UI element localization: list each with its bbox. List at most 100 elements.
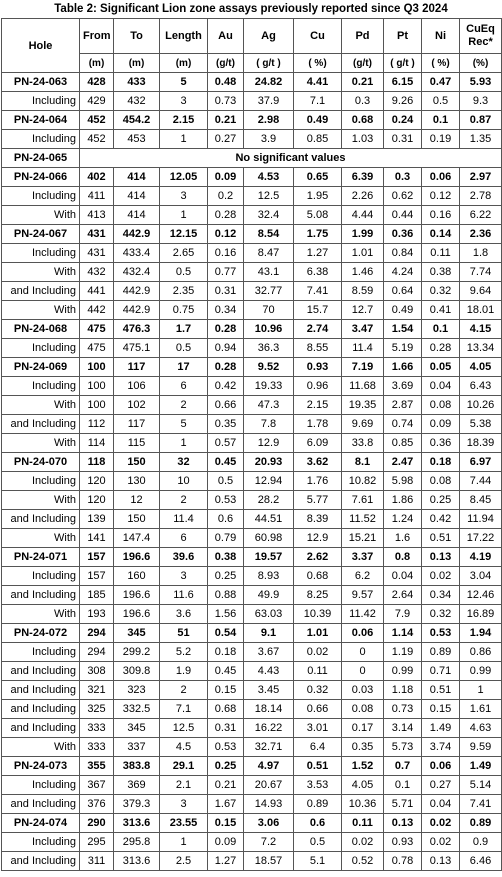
cell: 16.89 (459, 604, 502, 624)
cell: 47.3 (243, 395, 294, 415)
cell: 433.4 (113, 243, 160, 263)
cell: 0.04 (421, 794, 460, 814)
cell: 0.32 (293, 680, 342, 700)
cell: 3.62 (293, 452, 342, 472)
hole-row: PN-24-064 452 454.2 2.15 0.21 2.98 0.49 0.68 0.2… (1, 110, 502, 130)
unit-header: (m) (79, 53, 114, 73)
cell: 9.57 (341, 585, 384, 605)
cell: 4.43 (243, 661, 294, 681)
cell: 4.41 (293, 72, 342, 92)
cell: 3.06 (243, 813, 294, 833)
cell: 193 (79, 604, 114, 624)
cell: 475 (79, 338, 114, 358)
cell: 0.32 (421, 281, 460, 301)
cell: 0.42 (207, 376, 244, 396)
cell: 0.18 (421, 452, 460, 472)
cell: 6 (159, 528, 208, 548)
cell: 1.18 (383, 680, 422, 700)
cell: 453 (113, 129, 160, 149)
cell: 2.5 (159, 851, 208, 871)
cell: 428 (79, 72, 114, 92)
cell: 39.6 (159, 547, 208, 567)
hole-id: PN-24-064 (1, 110, 80, 130)
cell: 1 (459, 680, 502, 700)
cell: 1.9 (159, 661, 208, 681)
cell: 12.9 (293, 528, 342, 548)
cell: 0.96 (293, 376, 342, 396)
interval-label: Including (1, 129, 80, 149)
cell: 402 (79, 167, 114, 187)
cell: 10.96 (243, 319, 294, 339)
column-header: To (113, 18, 160, 54)
cell: 10.36 (341, 794, 384, 814)
cell: 3.37 (341, 547, 384, 567)
cell: 1.24 (383, 509, 422, 529)
cell: 1.03 (341, 129, 384, 149)
cell: 0.08 (421, 395, 460, 415)
interval-label: With (1, 528, 80, 548)
interval-row: Including 294 299.2 5.2 0.18 3.67 0.02 0 1.19 0.8… (1, 642, 502, 662)
cell: 0.21 (207, 110, 244, 130)
cell: 7.1 (293, 91, 342, 111)
cell: 0.5 (421, 91, 460, 111)
cell: 452 (79, 110, 114, 130)
cell: 0.28 (421, 338, 460, 358)
cell: 0.34 (207, 300, 244, 320)
interval-row: With 141 147.4 6 0.79 60.98 12.9 15.21 1.6 0.51 17… (1, 528, 502, 548)
cell: 295.8 (113, 832, 160, 852)
cell: 0.28 (207, 357, 244, 377)
cell: 0.68 (341, 110, 384, 130)
cell: 49.9 (243, 585, 294, 605)
cell: 16.22 (243, 718, 294, 738)
hole-id: PN-24-074 (1, 813, 80, 833)
cell: 8.59 (341, 281, 384, 301)
cell: 0.87 (459, 110, 502, 130)
cell: 6 (159, 376, 208, 396)
cell: 309.8 (113, 661, 160, 681)
cell: 1.19 (383, 642, 422, 662)
cell: 106 (113, 376, 160, 396)
cell: 3 (159, 186, 208, 206)
cell: 0.09 (207, 832, 244, 852)
interval-row: and Including 333 345 12.5 0.31 16.22 3.01 0.17… (1, 718, 502, 738)
cell: 196.6 (113, 585, 160, 605)
cell: 196.6 (113, 604, 160, 624)
cell: 9.52 (243, 357, 294, 377)
cell: 6.38 (293, 262, 342, 282)
cell: 9.26 (383, 91, 422, 111)
cell: 0.47 (421, 72, 460, 92)
cell: 0.03 (341, 680, 384, 700)
column-header: Length (159, 18, 208, 54)
cell: 0.25 (421, 490, 460, 510)
cell: 6.15 (383, 72, 422, 92)
cell: 19.35 (341, 395, 384, 415)
hole-id: PN-24-070 (1, 452, 80, 472)
cell: 32 (159, 452, 208, 472)
cell: 120 (79, 490, 114, 510)
column-header: Pd (341, 18, 384, 54)
cell: 295 (79, 832, 114, 852)
cell: 5.71 (383, 794, 422, 814)
cell: 44.51 (243, 509, 294, 529)
cell: 6.22 (459, 205, 502, 225)
hole-id: PN-24-067 (1, 224, 80, 244)
interval-label: With (1, 604, 80, 624)
cell: 0.51 (421, 528, 460, 548)
cell: 414 (113, 167, 160, 187)
cell: 299.2 (113, 642, 160, 662)
cell: 32.71 (243, 737, 294, 757)
cell: 413 (79, 205, 114, 225)
cell: 475 (79, 319, 114, 339)
cell: 475.1 (113, 338, 160, 358)
cell: 332.5 (113, 699, 160, 719)
interval-label: and Including (1, 794, 80, 814)
cell: 0.38 (207, 547, 244, 567)
cell: 0.51 (293, 756, 342, 776)
cell: 11.4 (159, 509, 208, 529)
cell: 0.18 (207, 642, 244, 662)
cell: 0.31 (383, 129, 422, 149)
cell: 3 (159, 91, 208, 111)
cell: 0.68 (293, 566, 342, 586)
cell: 432 (113, 91, 160, 111)
cell: 0.09 (207, 167, 244, 187)
